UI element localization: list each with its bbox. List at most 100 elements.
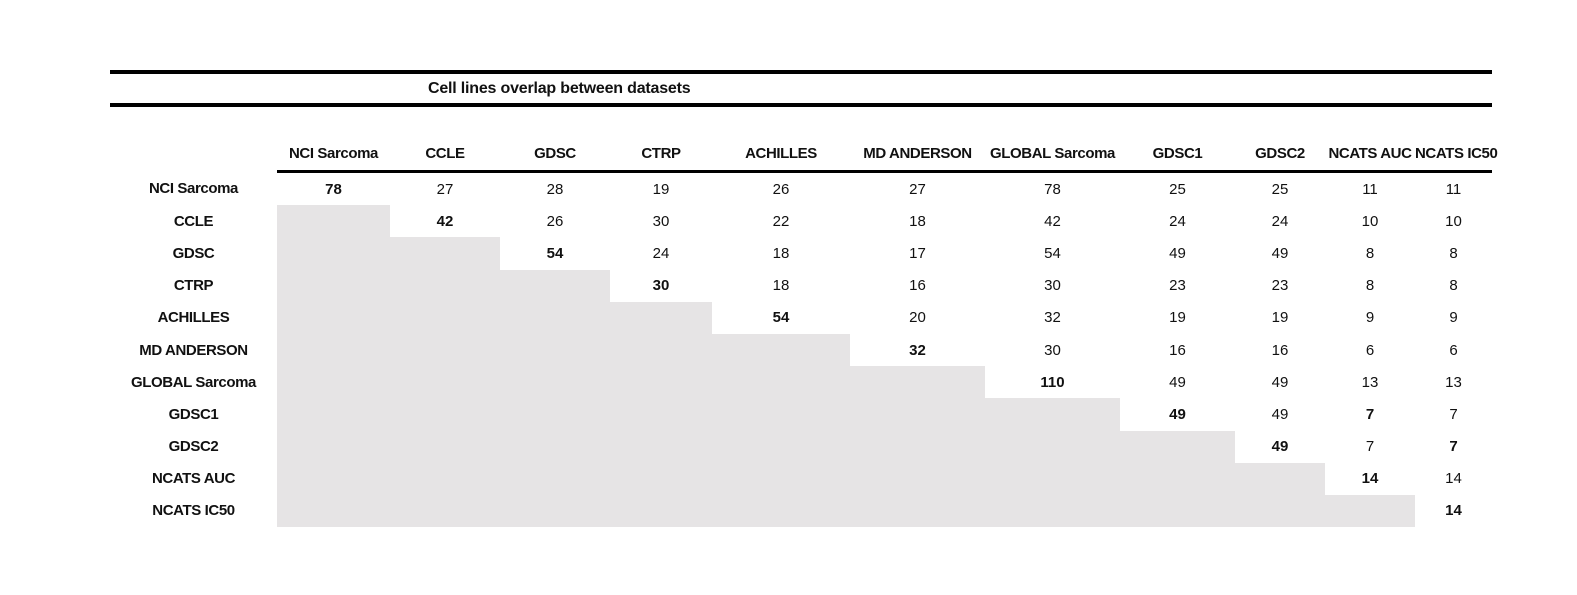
matrix-cell: 30 <box>1044 341 1061 359</box>
matrix-cell: 54 <box>772 309 790 327</box>
matrix-cell: 24 <box>1271 212 1289 230</box>
matrix-cell: 78 <box>1044 180 1061 198</box>
matrix-cell: 13 <box>1361 373 1379 391</box>
row-label-gdsc1: GDSC1 <box>168 405 219 423</box>
table-row-gdsc2: GDSC2 49 7 7 <box>110 430 1492 463</box>
shaded-cell <box>1235 462 1325 495</box>
column-header-ncats-ic50: NCATS IC50 <box>1415 136 1498 173</box>
shaded-cell <box>500 301 610 334</box>
matrix-cell: 8 <box>1365 244 1375 262</box>
matrix-cell: 27 <box>436 180 454 198</box>
shaded-cell <box>277 494 390 528</box>
matrix-cell: 7 <box>1365 438 1375 456</box>
row-label-global-sarcoma: GLOBAL Sarcoma <box>131 373 256 391</box>
matrix-cell: 8 <box>1365 277 1375 295</box>
shaded-cell <box>850 398 985 431</box>
matrix-cell: 6 <box>1449 341 1458 359</box>
matrix-cell: 24 <box>652 244 670 262</box>
table-row-ccle: CCLE 42 26 30 22 18 42 24 24 10 10 <box>110 205 1492 238</box>
shaded-cell <box>500 462 610 495</box>
row-label-gdsc: GDSC <box>172 244 215 262</box>
table-row-nci-sarcoma: NCI Sarcoma 78 27 28 19 26 27 78 25 25 11 11 <box>110 172 1492 206</box>
matrix-cell: 22 <box>772 212 790 230</box>
row-label-ncats-ic50: NCATS IC50 <box>152 502 235 520</box>
matrix-cell: 17 <box>909 244 926 262</box>
shaded-cell <box>850 366 985 399</box>
table-row-gdsc1: GDSC1 49 49 7 7 <box>110 398 1492 431</box>
matrix-cell: 27 <box>909 180 926 198</box>
row-label-gdsc2: GDSC2 <box>168 438 219 456</box>
shaded-cell <box>277 462 390 495</box>
shaded-cell <box>277 301 390 334</box>
shaded-cell <box>277 430 390 463</box>
matrix-cell: 10 <box>1445 212 1462 230</box>
overlap-table: NCI Sarcoma CCLE GDSC CTRP ACHILLES MD ANDERS… <box>110 136 1498 528</box>
shaded-cell <box>985 494 1120 528</box>
mid-rule <box>110 103 1492 107</box>
table-body: NCI Sarcoma 78 27 28 19 26 27 78 25 25 11 11 CCLE 42 2… <box>110 172 1492 528</box>
matrix-cell: 49 <box>1271 373 1289 391</box>
column-header-gdsc1: GDSC1 <box>1120 136 1235 173</box>
matrix-cell: 8 <box>1449 277 1458 295</box>
shaded-cell <box>1120 430 1235 463</box>
table-row-md-anderson: MD ANDERSON 32 30 16 16 6 6 <box>110 333 1492 367</box>
matrix-cell: 26 <box>772 180 790 198</box>
shaded-cell <box>277 269 390 302</box>
matrix-cell: 49 <box>1169 373 1186 391</box>
shaded-cell <box>390 237 500 270</box>
shaded-cell <box>1120 494 1235 528</box>
matrix-cell: 54 <box>1044 244 1061 262</box>
title-band: Cell lines overlap between datasets <box>110 74 1492 103</box>
matrix-cell: 13 <box>1445 373 1462 391</box>
matrix-cell: 32 <box>909 341 926 359</box>
shaded-cell <box>277 205 390 238</box>
matrix-cell: 18 <box>772 244 790 262</box>
column-header-ncats-auc: NCATS AUC <box>1325 136 1415 173</box>
matrix-cell: 28 <box>546 180 564 198</box>
shaded-cell <box>610 398 712 431</box>
matrix-cell: 49 <box>1271 244 1289 262</box>
shaded-cell <box>390 301 500 334</box>
shaded-cell <box>712 333 850 367</box>
table-row-achilles: ACHILLES 54 20 32 19 19 9 9 <box>110 301 1492 334</box>
shaded-cell <box>985 398 1120 431</box>
column-header-ccle: CCLE <box>390 136 500 173</box>
matrix-cell: 110 <box>1040 373 1065 391</box>
table-row-gdsc: GDSC 54 24 18 17 54 49 49 8 8 <box>110 237 1492 270</box>
matrix-cell: 54 <box>546 244 564 262</box>
matrix-cell: 7 <box>1449 438 1458 456</box>
shaded-cell <box>390 494 500 528</box>
shaded-cell <box>1120 462 1235 495</box>
matrix-cell: 20 <box>909 309 926 327</box>
table-row-ncats-auc: NCATS AUC 14 14 <box>110 462 1492 495</box>
shaded-cell <box>277 398 390 431</box>
matrix-cell: 7 <box>1365 405 1375 423</box>
shaded-cell <box>610 494 712 528</box>
matrix-cell: 18 <box>909 212 926 230</box>
shaded-cell <box>500 494 610 528</box>
shaded-cell <box>390 398 500 431</box>
matrix-cell: 9 <box>1365 309 1375 327</box>
matrix-cell: 30 <box>652 212 670 230</box>
matrix-cell: 14 <box>1361 470 1379 488</box>
matrix-cell: 30 <box>1044 277 1061 295</box>
matrix-cell: 42 <box>1044 212 1061 230</box>
table-title: Cell lines overlap between datasets <box>428 79 691 97</box>
shaded-cell <box>1235 494 1325 528</box>
shaded-cell <box>390 366 500 399</box>
matrix-cell: 78 <box>325 180 342 198</box>
shaded-cell <box>500 269 610 302</box>
shaded-cell <box>277 237 390 270</box>
shaded-cell <box>500 398 610 431</box>
column-header-md-anderson: MD ANDERSON <box>850 136 985 173</box>
matrix-cell: 14 <box>1445 502 1462 520</box>
table-row-ctrp: CTRP 30 18 16 30 23 23 8 8 <box>110 269 1492 302</box>
shaded-cell <box>610 333 712 367</box>
shaded-cell <box>390 462 500 495</box>
column-header-nci-sarcoma: NCI Sarcoma <box>277 136 390 173</box>
shaded-cell <box>712 430 850 463</box>
matrix-cell: 19 <box>1169 309 1186 327</box>
row-label-ccle: CCLE <box>173 212 214 230</box>
matrix-cell: 10 <box>1361 212 1379 230</box>
shaded-cell <box>985 462 1120 495</box>
